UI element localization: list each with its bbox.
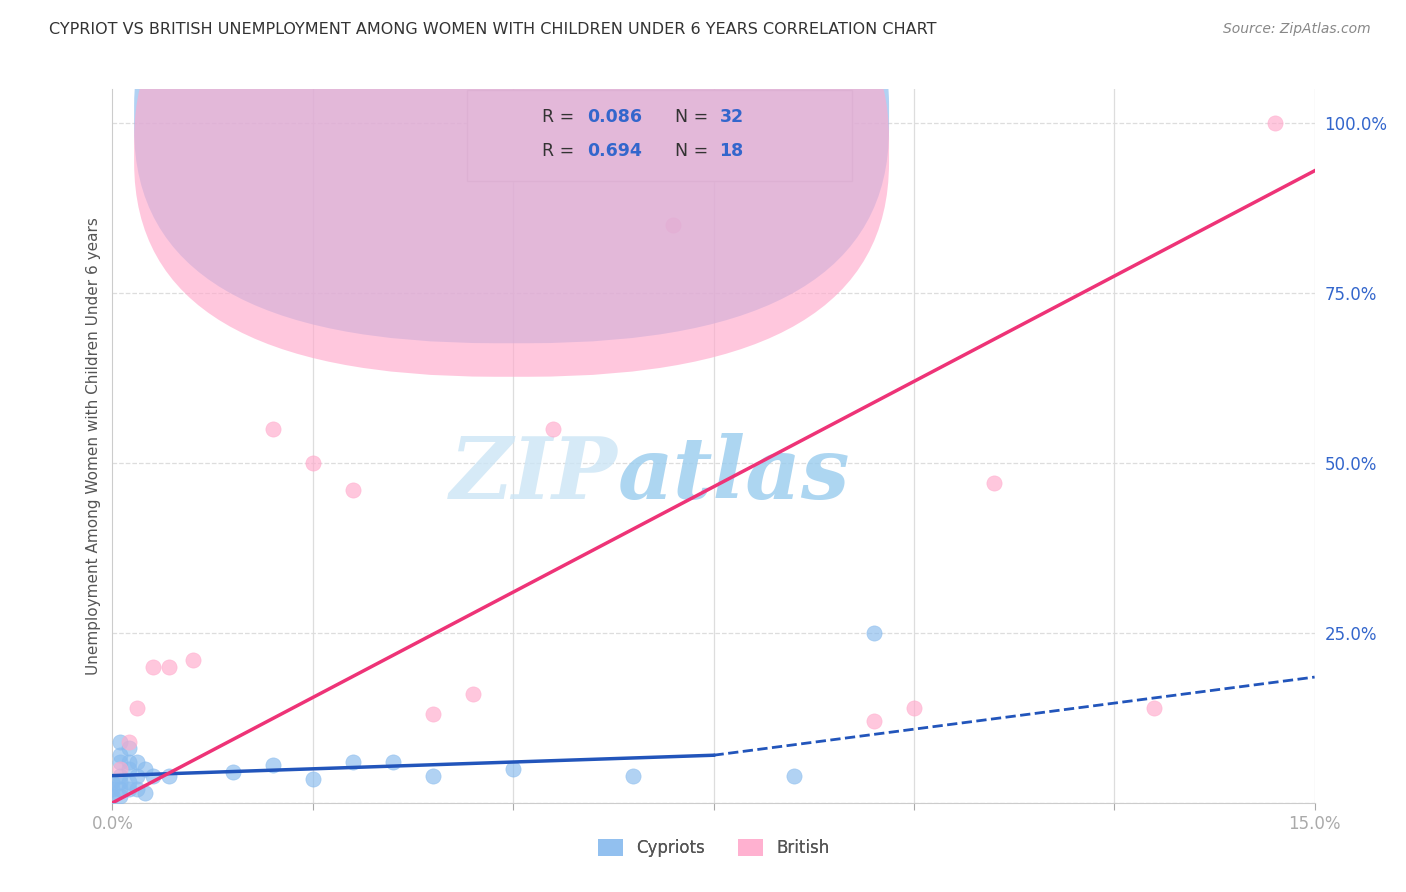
Point — [342, 483, 364, 498]
Point — [101, 789, 124, 803]
Point — [1143, 700, 1166, 714]
Point — [181, 653, 204, 667]
Text: ZIP: ZIP — [450, 433, 617, 516]
Point — [157, 660, 180, 674]
FancyBboxPatch shape — [134, 0, 889, 376]
Point — [262, 422, 284, 436]
Point — [863, 714, 886, 729]
Text: R =: R = — [541, 142, 579, 160]
Point — [422, 769, 444, 783]
Point — [117, 741, 139, 756]
Point — [141, 660, 163, 674]
Text: 0.086: 0.086 — [588, 108, 643, 126]
Point — [302, 456, 325, 470]
Point — [117, 782, 139, 797]
Point — [662, 218, 685, 232]
Point — [101, 775, 124, 789]
Point — [302, 772, 325, 786]
Point — [125, 769, 148, 783]
Text: Source: ZipAtlas.com: Source: ZipAtlas.com — [1223, 22, 1371, 37]
Point — [141, 769, 163, 783]
Point — [262, 758, 284, 772]
Text: 0.694: 0.694 — [588, 142, 643, 160]
Point — [621, 769, 644, 783]
Point — [782, 769, 804, 783]
Point — [117, 755, 139, 769]
Point — [110, 762, 132, 776]
Text: R =: R = — [541, 108, 579, 126]
Point — [983, 476, 1005, 491]
Point — [134, 762, 156, 776]
FancyBboxPatch shape — [467, 90, 852, 180]
Legend: Cypriots, British: Cypriots, British — [589, 831, 838, 866]
Point — [422, 707, 444, 722]
Point — [157, 769, 180, 783]
Point — [222, 765, 245, 780]
Point — [125, 782, 148, 797]
Point — [117, 734, 139, 748]
Text: N =: N = — [675, 108, 714, 126]
Point — [125, 755, 148, 769]
Point — [863, 626, 886, 640]
Point — [117, 762, 139, 776]
Y-axis label: Unemployment Among Women with Children Under 6 years: Unemployment Among Women with Children U… — [86, 217, 101, 675]
Text: 32: 32 — [720, 108, 744, 126]
Text: CYPRIOT VS BRITISH UNEMPLOYMENT AMONG WOMEN WITH CHILDREN UNDER 6 YEARS CORRELAT: CYPRIOT VS BRITISH UNEMPLOYMENT AMONG WO… — [49, 22, 936, 37]
Point — [117, 775, 139, 789]
Text: N =: N = — [675, 142, 714, 160]
Point — [110, 789, 132, 803]
FancyBboxPatch shape — [134, 0, 889, 343]
Point — [1264, 116, 1286, 130]
Point — [125, 700, 148, 714]
Point — [342, 755, 364, 769]
Point — [110, 782, 132, 797]
Point — [461, 687, 484, 701]
Point — [110, 769, 132, 783]
Point — [134, 786, 156, 800]
Text: 18: 18 — [720, 142, 744, 160]
Point — [502, 762, 524, 776]
Point — [101, 782, 124, 797]
Point — [382, 755, 405, 769]
Point — [110, 734, 132, 748]
Point — [543, 422, 565, 436]
Point — [110, 748, 132, 763]
Text: atlas: atlas — [617, 433, 849, 516]
Point — [110, 775, 132, 789]
Point — [903, 700, 925, 714]
Point — [110, 755, 132, 769]
